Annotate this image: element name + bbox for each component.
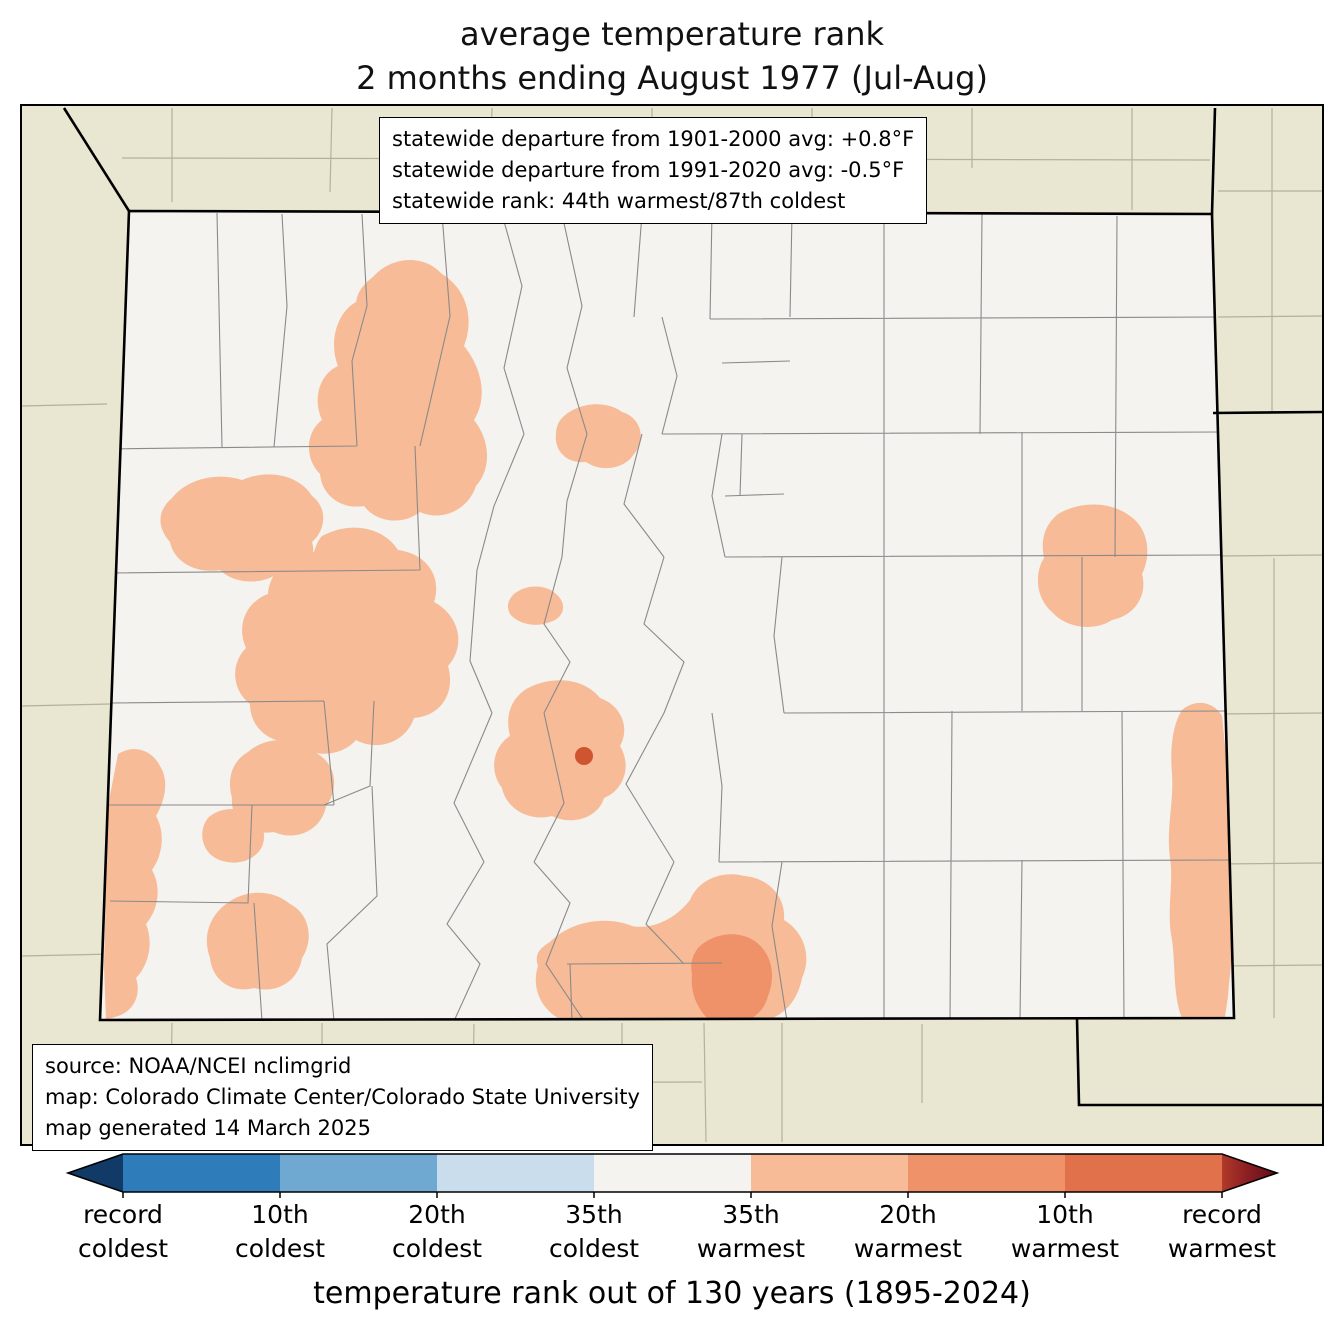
warm-spot-10th — [575, 747, 593, 765]
stats-line-3: statewide rank: 44th warmest/87th coldes… — [392, 189, 846, 213]
colorbar-label-20th-coldest: 20th coldest — [391, 1200, 483, 1263]
title-line-2: 2 months ending August 1977 (Jul-Aug) — [356, 59, 988, 97]
county-boundaries — [101, 212, 1231, 1020]
colorbar-label-35th-coldest: 35th coldest — [548, 1200, 640, 1263]
statewide-stats-box: statewide departure from 1901-2000 avg: … — [379, 117, 928, 224]
colorbar-label-record-coldest: record coldest — [77, 1200, 169, 1263]
colorbar-label-20th-warmest: 20th warmest — [853, 1200, 963, 1263]
stats-line-1: statewide departure from 1901-2000 avg: … — [392, 127, 915, 151]
stats-line-2: statewide departure from 1991-2020 avg: … — [392, 158, 905, 182]
source-line-3: map generated 14 March 2025 — [45, 1116, 372, 1140]
colorbar-axis-label: temperature rank out of 130 years (1895-… — [313, 1276, 1031, 1311]
colorbar-segments — [68, 1154, 1277, 1192]
colorbar-label-record-warmest: record warmest — [1167, 1200, 1277, 1263]
source-line-1: source: NOAA/NCEI nclimgrid — [45, 1054, 352, 1078]
figure-title: average temperature rank 2 months ending… — [0, 12, 1344, 100]
source-attribution-box: source: NOAA/NCEI nclimgrid map: Colorad… — [32, 1044, 653, 1151]
warm-core-20th — [691, 934, 772, 1020]
colorado-map — [22, 106, 1322, 1144]
colorbar-ticks — [122, 1192, 1223, 1198]
colorbar-label-35th-warmest: 35th warmest — [696, 1200, 806, 1263]
warm-anomaly-regions — [104, 259, 1234, 1020]
colorbar — [65, 1153, 1280, 1198]
map-frame: statewide departure from 1901-2000 avg: … — [20, 104, 1324, 1151]
colorbar-label-10th-warmest: 10th warmest — [1010, 1200, 1120, 1263]
title-line-1: average temperature rank — [459, 15, 885, 53]
source-line-2: map: Colorado Climate Center/Colorado St… — [45, 1085, 640, 1109]
colorbar-label-10th-coldest: 10th coldest — [234, 1200, 326, 1263]
